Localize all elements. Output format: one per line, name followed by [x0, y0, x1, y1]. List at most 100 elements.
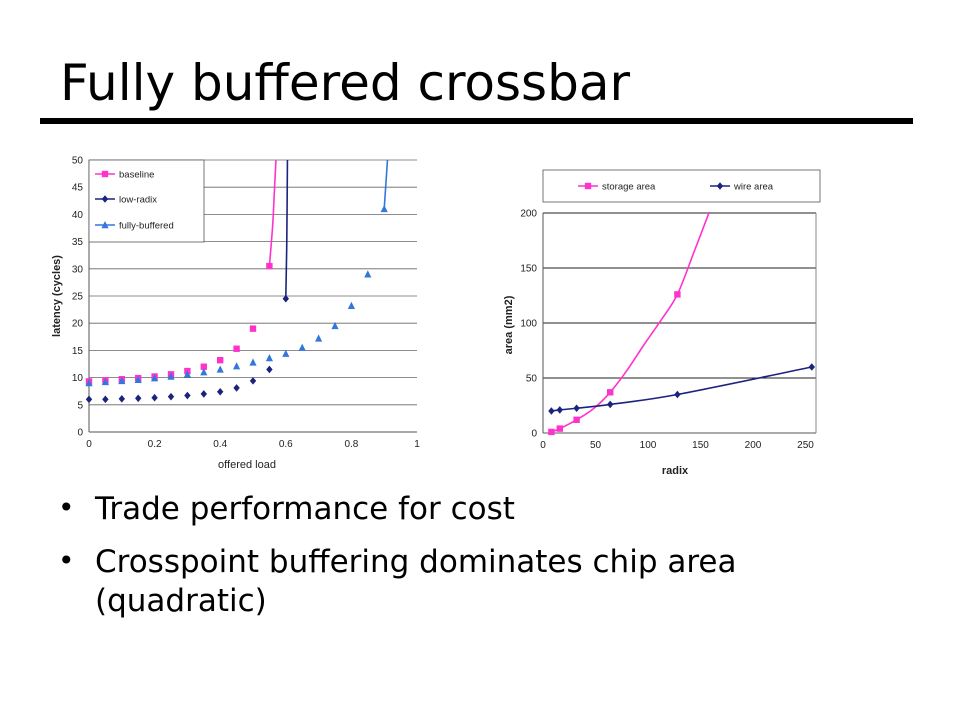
series-line-low-radix	[285, 159, 289, 299]
latency-chart: 0 5 10 15 20 25 30 35 40 45 50 0 0.2 0.4 0.6 0.8 1 basel…	[51, 156, 420, 472]
data-point	[233, 345, 240, 352]
data-point	[167, 392, 175, 401]
y-tick-label: 50	[72, 156, 84, 167]
legend-marker-icon	[101, 195, 109, 203]
data-point	[315, 334, 323, 342]
data-point	[548, 428, 555, 436]
chart1-markers	[85, 204, 388, 404]
data-point	[200, 363, 207, 370]
data-point	[282, 294, 289, 303]
x-tick-label: 0.2	[148, 439, 162, 450]
y-tick-label: 20	[72, 319, 84, 330]
series-line-storage area	[551, 212, 711, 433]
data-point	[266, 365, 273, 374]
y-tick-label: 15	[72, 346, 84, 357]
bullet-item: • Crosspoint buffering dominates chip ar…	[58, 543, 918, 621]
data-point	[184, 391, 191, 400]
data-point	[607, 389, 614, 396]
legend-marker-icon	[716, 182, 724, 190]
y-tick-label: 5	[77, 400, 83, 411]
data-point	[102, 395, 109, 404]
x-tick-label: 0.8	[344, 439, 358, 450]
data-point	[134, 375, 142, 383]
y-tick-label: 0	[77, 428, 83, 439]
data-point	[233, 362, 241, 370]
y-tick-label: 45	[72, 183, 84, 194]
slide-title: Fully buffered crossbar	[60, 54, 631, 112]
data-point	[151, 374, 159, 382]
bullet-text: Crosspoint buffering dominates chip area…	[95, 543, 737, 619]
data-point	[85, 379, 93, 387]
chart2-legend: storage area wire area	[542, 169, 821, 203]
chart1-ticks: 0 5 10 15 20 25 30 35 40 45 50 0 0.2 0.4 0.6 0.8 1	[72, 156, 420, 451]
chart2-ylabel: area (mm2)	[503, 295, 515, 354]
data-point	[118, 395, 125, 403]
data-point	[85, 395, 93, 404]
legend-marker-icon	[101, 221, 109, 229]
data-point	[101, 377, 109, 386]
bullet-list: • Trade performance for cost • Crosspoin…	[58, 490, 918, 634]
x-tick-label: 250	[797, 440, 814, 451]
chart1-xlabel: offered load	[218, 459, 276, 471]
legend-label: wire area	[733, 182, 774, 193]
area-chart: 0 50 100 150 200 0 50 100 150 200 250 storage area…	[503, 169, 821, 477]
data-point	[200, 390, 207, 398]
legend-marker-icon	[101, 170, 109, 178]
bullet-text: Trade performance for cost	[95, 491, 515, 527]
chart1-ylabel: latency (cycles)	[51, 255, 63, 337]
legend-label: storage area	[602, 182, 656, 193]
chart2-axes	[542, 213, 817, 434]
x-tick-label: 100	[640, 440, 657, 451]
x-tick-label: 0.6	[279, 439, 293, 450]
data-point	[200, 368, 208, 376]
chart2-xlabel: radix	[662, 465, 689, 477]
data-point	[573, 416, 580, 423]
bullet-dot-icon: •	[58, 543, 75, 577]
y-tick-label: 150	[520, 264, 537, 275]
data-point	[282, 349, 290, 357]
data-point	[266, 262, 273, 270]
y-tick-label: 40	[72, 210, 84, 221]
y-tick-label: 100	[520, 319, 537, 330]
data-point	[167, 372, 175, 380]
data-point	[265, 354, 273, 362]
y-tick-label: 200	[520, 209, 537, 220]
data-point	[298, 343, 306, 351]
x-tick-label: 50	[590, 440, 602, 451]
data-point	[556, 425, 563, 432]
data-point	[347, 301, 355, 309]
y-tick-label: 30	[72, 264, 84, 275]
data-point	[249, 325, 257, 332]
data-point	[217, 356, 224, 364]
y-tick-label: 35	[72, 237, 84, 248]
x-tick-label: 200	[745, 440, 762, 451]
chart2-ticks: 0 50 100 150 200 0 50 100 150 200 250	[520, 209, 814, 452]
y-tick-label: 0	[531, 429, 537, 440]
y-tick-label: 50	[526, 374, 538, 385]
data-point	[118, 376, 126, 385]
legend-label: fully-buffered	[119, 221, 174, 232]
title-underline	[40, 118, 913, 124]
data-point	[364, 270, 372, 278]
bullet-dot-icon: •	[58, 491, 75, 524]
data-point	[674, 291, 681, 298]
data-point	[233, 384, 240, 392]
data-point	[135, 394, 142, 403]
chart1-legend: baseline low-radix fully-buffered	[88, 159, 205, 243]
x-tick-label: 0.4	[213, 439, 227, 450]
data-point	[217, 387, 224, 396]
data-point	[331, 321, 339, 330]
data-point	[151, 393, 158, 402]
x-tick-label: 0	[86, 439, 92, 450]
data-point	[249, 358, 257, 366]
data-point	[380, 204, 388, 213]
x-tick-label: 150	[692, 440, 709, 451]
x-tick-label: 1	[414, 439, 420, 450]
data-point	[183, 370, 191, 378]
series-line-baseline	[268, 159, 277, 267]
legend-label: baseline	[119, 170, 154, 181]
y-tick-label: 25	[72, 292, 84, 303]
chart2-grid	[543, 212, 816, 434]
data-point	[216, 365, 224, 373]
legend-label: low-radix	[119, 195, 157, 206]
